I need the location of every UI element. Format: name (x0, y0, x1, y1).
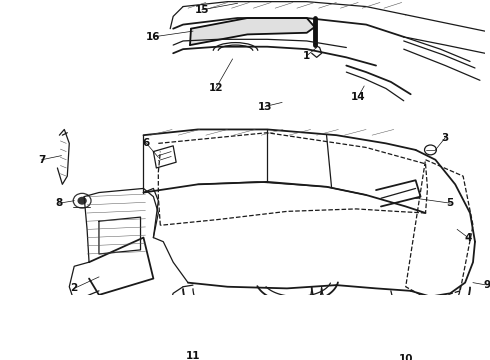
Text: 5: 5 (446, 198, 454, 208)
Text: 2: 2 (71, 283, 78, 293)
Text: 8: 8 (56, 198, 63, 208)
Text: 10: 10 (398, 354, 413, 360)
Text: 1: 1 (303, 51, 310, 61)
Circle shape (78, 197, 86, 204)
Text: 13: 13 (258, 102, 272, 112)
Text: 12: 12 (208, 84, 223, 94)
Polygon shape (191, 18, 315, 45)
Text: 4: 4 (465, 233, 472, 243)
Text: 3: 3 (441, 132, 449, 143)
Text: 16: 16 (146, 32, 161, 42)
Text: 6: 6 (143, 138, 150, 148)
Text: 9: 9 (483, 280, 490, 290)
Text: 7: 7 (38, 155, 45, 165)
Text: 11: 11 (186, 351, 200, 360)
Text: 15: 15 (195, 5, 209, 15)
Text: 14: 14 (351, 92, 366, 102)
